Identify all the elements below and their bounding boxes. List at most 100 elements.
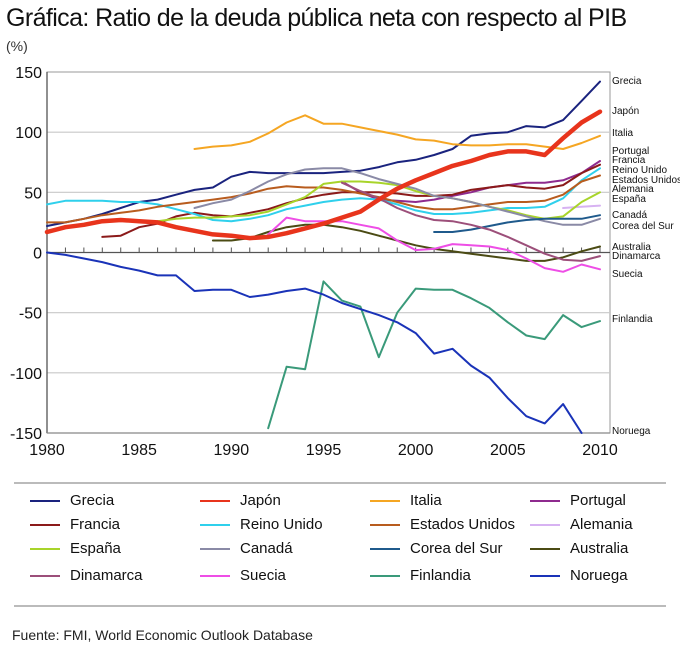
series-lines [44,80,603,434]
x-tick-label: 2010 [582,442,618,459]
legend-swatch [530,499,560,502]
end-label: Alemania [612,184,654,195]
legend-item: Finlandia [370,567,471,584]
y-tick-label: -50 [19,306,42,323]
legend-swatch [200,523,230,526]
legend-label: Japón [240,492,281,509]
legend-label: Reino Unido [240,516,323,533]
legend-swatch [370,523,400,526]
x-tick-label: 2000 [398,442,434,459]
legend-label: Dinamarca [70,567,143,584]
legend-label: Grecia [70,492,115,509]
legend-swatch [200,574,230,577]
series-line-noruega [46,251,583,434]
legend-label: Italia [410,492,442,509]
legend-swatch [30,523,60,526]
legend-swatch [530,547,560,550]
end-label: Noruega [612,426,651,437]
legend-item: Reino Unido [200,516,323,533]
source-note: Fuente: FMI, World Economic Outlook Data… [12,627,313,643]
series-line-reino-unido [46,167,601,223]
legend-item: Grecia [30,492,114,509]
legend-bottom-divider [14,605,666,607]
end-label: Japón [612,106,639,117]
legend-item: España [30,540,121,557]
x-tick-label: 2005 [490,442,526,459]
legend-swatch [370,574,400,577]
series-line-japon [44,109,603,241]
end-label: Suecia [612,269,643,280]
legend-swatch [370,547,400,550]
legend-swatch [30,499,60,502]
legend-label: Corea del Sur [410,540,503,557]
series-line-alemania [562,204,601,209]
y-tick-label: -100 [10,366,42,383]
x-tick-label: 1995 [306,442,342,459]
legend-item: Australia [530,540,628,557]
legend-label: Finlandia [410,567,471,584]
legend-item: Dinamarca [30,567,143,584]
legend-label: Australia [570,540,629,557]
legend-label: Portugal [570,492,626,509]
series-line-espana [156,180,601,223]
end-label: Dinamarca [612,251,661,262]
end-label: Finlandia [612,314,653,325]
end-label: Italia [612,128,634,139]
series-line-canada [193,167,601,226]
legend-item: Estados Unidos [370,516,515,533]
legend-item: Japón [200,492,281,509]
legend-item: Francia [30,516,120,533]
y-tick-label: 0 [33,246,42,263]
series-line-italia [193,114,601,150]
end-label: Grecia [612,76,642,87]
end-label: Canadá [612,210,647,221]
legend-swatch [370,499,400,502]
series-line-dinamarca [340,181,601,262]
legend-item: Italia [370,492,442,509]
series-line-finlandia [267,280,601,430]
end-label: Francia [612,155,646,166]
legend-item: Canadá [200,540,293,557]
end-label: Reino Unido [612,165,667,176]
legend-item: Noruega [530,567,628,584]
chart-title: Gráfica: Ratio de la deuda pública neta … [6,4,627,32]
y-axis-unit-label: (%) [6,38,28,54]
end-label: España [612,194,646,205]
legend-label: Suecia [240,567,286,584]
series-line-estados-unidos [46,174,601,224]
legend-item: Suecia [200,567,286,584]
y-tick-label: 100 [15,125,42,142]
y-tick-label: 150 [15,65,42,82]
x-tick-label: 1985 [121,442,157,459]
series-line-suecia [267,216,601,273]
legend-label: Estados Unidos [410,516,516,533]
end-label: Estados Unidos [612,175,680,186]
legend-label: Canadá [240,540,293,557]
legend-swatch [200,547,230,550]
x-tick-label: 1990 [214,442,250,459]
legend-top-divider [14,482,666,484]
legend-label: Alemania [570,516,633,533]
legend-swatch [30,574,60,577]
series-line-portugal [340,160,601,203]
end-label: Portugal [612,146,649,157]
legend-swatch [30,547,60,550]
legend-item: Alemania [530,516,633,533]
legend-swatch [200,499,230,502]
legend-item: Portugal [530,492,626,509]
series-line-corea-del-sur [433,214,601,233]
series-line-grecia [46,80,601,227]
y-tick-label: -150 [10,426,42,443]
end-label: Australia [612,242,651,253]
legend-label: España [70,540,121,557]
legend-swatch [530,523,560,526]
legend-label: Noruega [570,567,628,584]
y-tick-label: 50 [24,185,42,202]
legend-swatch [530,574,560,577]
x-tick-label: 1980 [29,442,65,459]
series-line-australia [211,223,601,262]
legend-label: Francia [70,516,121,533]
